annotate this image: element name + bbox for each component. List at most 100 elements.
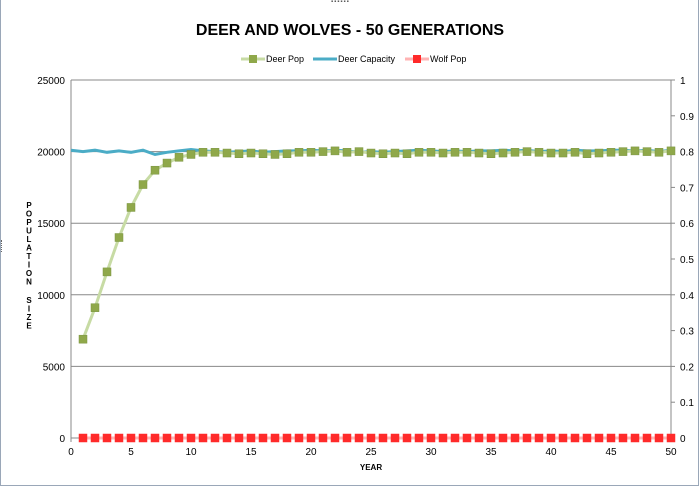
wolf-pop-point [306,433,316,443]
deer-pop-point [270,150,280,159]
deer-pop-line [81,149,672,340]
wolf-pop-point [414,433,424,443]
y2-tick-1: 1 [680,76,686,87]
wolf-pop-point [234,433,244,443]
deer-pop-point [306,148,316,157]
deer-pop-point [546,148,556,158]
deer-pop-point [618,147,628,156]
x-tick-30: 30 [425,447,437,458]
top-resize-handle[interactable]: ▪▪▪▪▪▪ [331,0,350,5]
deer-pop-point [150,165,160,175]
wolf-pop-point [402,433,412,443]
y-axis-title-letter: N [26,278,32,287]
wolf-pop-point [642,433,652,443]
gridlines [71,79,671,439]
axes [70,79,675,442]
deer-pop-point [606,148,616,157]
legend-label-deer-capacity: Deer Capacity [338,54,396,64]
y-tick-10000: 10000 [37,291,65,302]
deer-pop-point [426,148,436,157]
deer-pop-point [390,148,400,158]
wolf-pop-point [342,433,352,443]
deer-pop-point [222,148,232,158]
wolf-pop-point [462,433,472,443]
deer-pop-point [258,149,268,158]
deer-pop-point [210,148,220,157]
wolf-pop-point [354,433,364,443]
tick-labels: 0 5000 10000 15000 20000 25000 0 0.1 0.2 0.3 0.4 0.… [37,76,694,458]
wolf-pop-point [522,433,532,443]
series [70,146,676,443]
y-axis-title-letter: P [26,201,32,210]
wolf-pop-point [426,433,436,443]
wolf-pop-point [198,433,208,443]
y-axis-title-letter: L [27,235,32,244]
deer-pop-point [198,148,208,157]
deer-pop-point [462,148,472,157]
wolf-pop-point [630,433,640,443]
deer-pop-point [450,148,460,157]
wolf-pop-point [318,433,328,443]
wolf-pop-point [378,433,388,443]
deer-pop-point [570,148,580,157]
y2-tick-0.5: 0.5 [680,255,694,266]
y2-tick-0.3: 0.3 [680,327,694,338]
legend-label-wolf-pop: Wolf Pop [430,54,466,64]
x-tick-15: 15 [245,447,257,458]
wolf-pop-point [270,433,280,443]
wolf-pop-point [90,433,100,443]
y-axis-title-letter: O [26,269,32,278]
left-resize-handle[interactable] [1,240,5,252]
deer-pop-point [666,146,676,156]
deer-pop-point [138,180,148,189]
y-tick-5000: 5000 [43,362,66,373]
wolf-pop-point [102,433,112,443]
y2-tick-0.8: 0.8 [680,148,694,159]
x-tick-10: 10 [185,447,197,458]
wolf-pop-point [534,433,544,443]
y2-tick-0.1: 0.1 [680,398,694,409]
wolf-pop-point [438,433,448,443]
deer-pop-point [78,334,88,344]
x-tick-0: 0 [68,447,74,458]
wolf-pop-point [78,433,88,443]
deer-pop-point [174,153,184,162]
y-tick-15000: 15000 [37,219,65,230]
y2-tick-0.7: 0.7 [680,183,694,194]
y-axis-title-letter: I [28,305,30,314]
deer-pop-point [330,146,340,156]
deer-pop-point [522,147,532,156]
wolf-pop-point [570,433,580,443]
wolf-pop-point [390,433,400,443]
x-tick-35: 35 [485,447,497,458]
deer-pop-point [282,149,292,158]
wolf-pop-point [294,433,304,443]
y-tick-0: 0 [59,434,65,445]
deer-pop-point [498,148,508,158]
wolf-pop-point [546,433,556,443]
wolf-pop-point [450,433,460,443]
deer-pop-point [378,149,388,158]
y-tick-25000: 25000 [37,76,65,87]
x-axis-title: YEAR [360,463,382,472]
y2-tick-0.2: 0.2 [680,362,694,373]
deer-pop-point [630,146,640,156]
deer-pop-point [342,148,352,157]
deer-pop-point [246,148,256,158]
deer-pop-point [162,158,172,168]
deer-pop-point [558,148,568,158]
deer-pop-point [474,148,484,158]
y2-tick-0: 0 [680,434,686,445]
legend: Deer Pop Deer Capacity Wolf Pop [241,54,466,64]
wolf-pop-point [162,433,172,443]
wolf-pop-point [498,433,508,443]
deer-pop-point [534,148,544,157]
deer-pop-point [510,148,520,157]
wolf-pop-point [138,433,148,443]
deer-pop-point [318,147,328,156]
deer-pop-point [582,149,592,158]
x-tick-45: 45 [605,447,617,458]
deer-pop-point [366,148,376,158]
deer-pop-point [414,148,424,157]
deer-pop-point [402,149,412,158]
